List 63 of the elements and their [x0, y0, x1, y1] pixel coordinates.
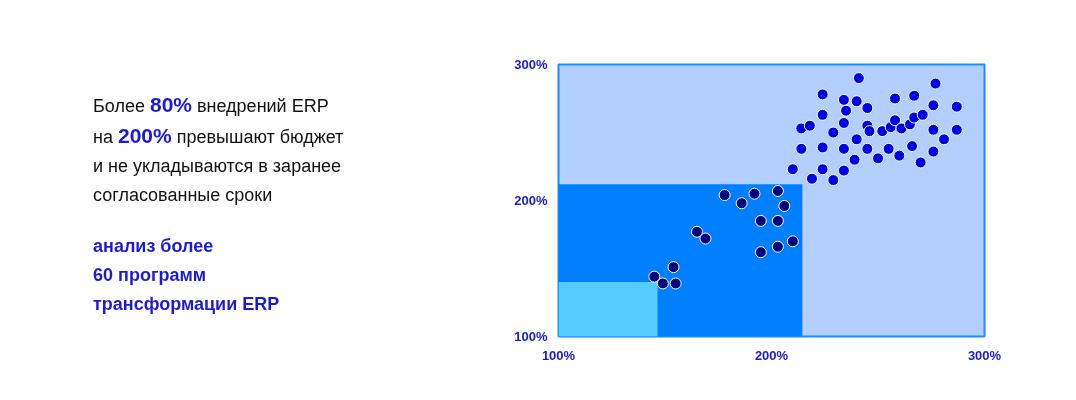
point: [837, 116, 850, 129]
point: [699, 232, 712, 245]
x-tick-label: 200%: [754, 347, 789, 363]
point: [861, 142, 874, 155]
point: [816, 163, 829, 176]
point: [754, 246, 767, 259]
point: [827, 174, 840, 187]
point: [786, 235, 799, 248]
point: [893, 149, 906, 162]
point: [816, 108, 829, 121]
point: [837, 93, 850, 106]
point: [906, 140, 919, 153]
point: [850, 133, 863, 146]
y-tick-label: 100%: [514, 329, 548, 344]
point: [786, 163, 799, 176]
point: [795, 142, 808, 155]
x-tick-label: 300%: [967, 347, 1002, 363]
point: [718, 189, 731, 202]
point: [876, 125, 889, 138]
point: [950, 100, 963, 113]
point: [929, 77, 942, 90]
point: [889, 92, 902, 105]
point: [771, 184, 784, 197]
point: [927, 123, 940, 136]
point: [882, 142, 895, 155]
point: [889, 114, 902, 127]
point: [908, 89, 921, 102]
point: [690, 225, 703, 238]
point: [837, 142, 850, 155]
point: [656, 277, 669, 290]
point: [748, 187, 761, 200]
point: [816, 141, 829, 154]
point: [827, 126, 840, 139]
point: [916, 108, 929, 121]
point: [754, 214, 767, 227]
point: [850, 95, 863, 108]
point: [803, 119, 816, 132]
point: [778, 199, 791, 212]
point: [852, 72, 865, 85]
point: [805, 172, 818, 185]
point: [848, 153, 861, 166]
point: [735, 197, 748, 210]
y-tick-label: 300%: [514, 57, 548, 72]
point: [861, 102, 874, 115]
point: [837, 164, 850, 177]
point: [648, 270, 661, 283]
point: [950, 123, 963, 136]
point: [863, 125, 876, 138]
x-tick-label: 100%: [541, 347, 576, 363]
point: [872, 152, 884, 165]
point: [667, 261, 680, 274]
point: [927, 145, 940, 158]
text: анализ более 60 программ трансформации ERP: [93, 235, 281, 316]
point: [840, 104, 853, 117]
text: Более 80% внедрений ERP на 200% превышают бюджет и не укладываются в заранее согласованные сроки: [93, 93, 344, 205]
point: [771, 240, 784, 253]
y-tick-label: 200%: [514, 193, 548, 208]
point: [771, 214, 784, 227]
point: [816, 88, 829, 101]
point: [927, 99, 940, 112]
point: [669, 277, 682, 290]
point: [938, 133, 951, 146]
point: [914, 156, 927, 169]
